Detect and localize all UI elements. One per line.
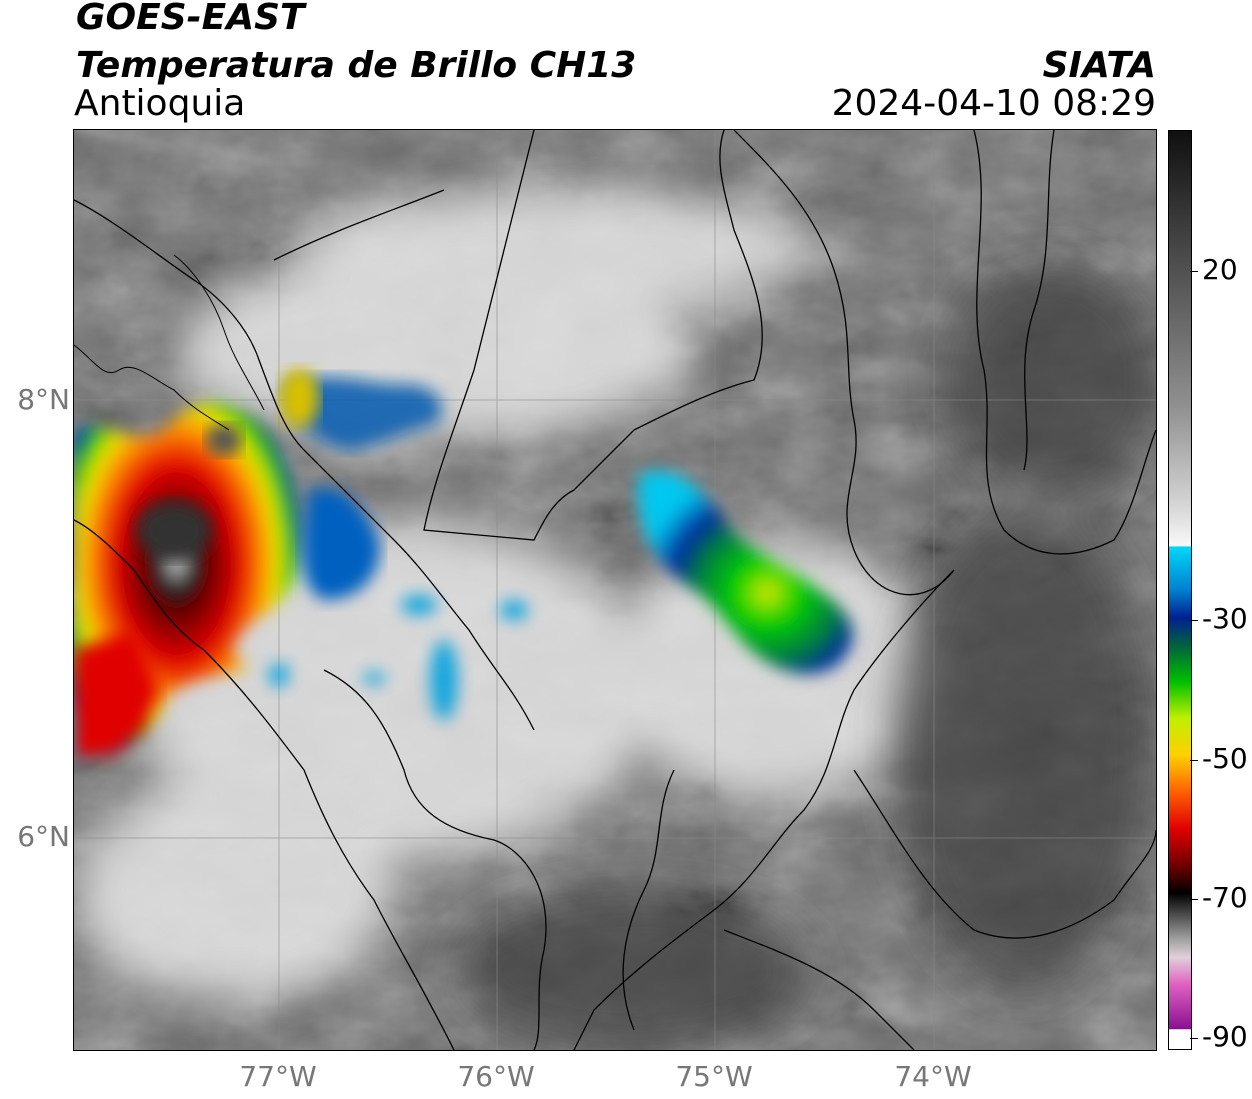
storm-cells [269,595,528,720]
colorbar-label-20: 20 [1202,253,1238,286]
title-satellite: GOES-EAST [76,0,305,38]
lat-label-6n: 6°N [17,820,70,853]
lon-label-75w: 75°W [675,1060,753,1093]
boundaries [74,130,1156,1050]
storm-central [638,471,853,674]
storm-west [74,368,442,760]
colorbar-tick [1190,620,1198,621]
colorbar-tick [1190,899,1198,900]
colorbar-label-minus70: -70 [1202,881,1248,914]
colorbar-tick [1190,271,1198,272]
agency-label: SIATA [1042,45,1156,86]
lat-label-8n: 8°N [17,383,70,416]
lon-label-76w: 76°W [457,1060,535,1093]
colorbar-label-minus50: -50 [1202,742,1248,775]
colorbar [1168,130,1192,1050]
colorbar-tick [1190,1038,1198,1039]
colorbar-tick [1190,760,1198,761]
lon-label-77w: 77°W [239,1060,317,1093]
title-product: Temperatura de Brillo CH13 [76,45,637,86]
title-region: Antioquia [74,83,246,124]
coastline [74,254,265,431]
colorbar-label-minus30: -30 [1202,602,1248,635]
satellite-map[interactable] [73,129,1157,1051]
colorbar-label-minus90: -90 [1202,1020,1248,1053]
lon-label-74w: 74°W [894,1060,972,1093]
timestamp: 2024-04-10 08:29 [831,83,1156,124]
map-canvas [74,130,1156,1050]
